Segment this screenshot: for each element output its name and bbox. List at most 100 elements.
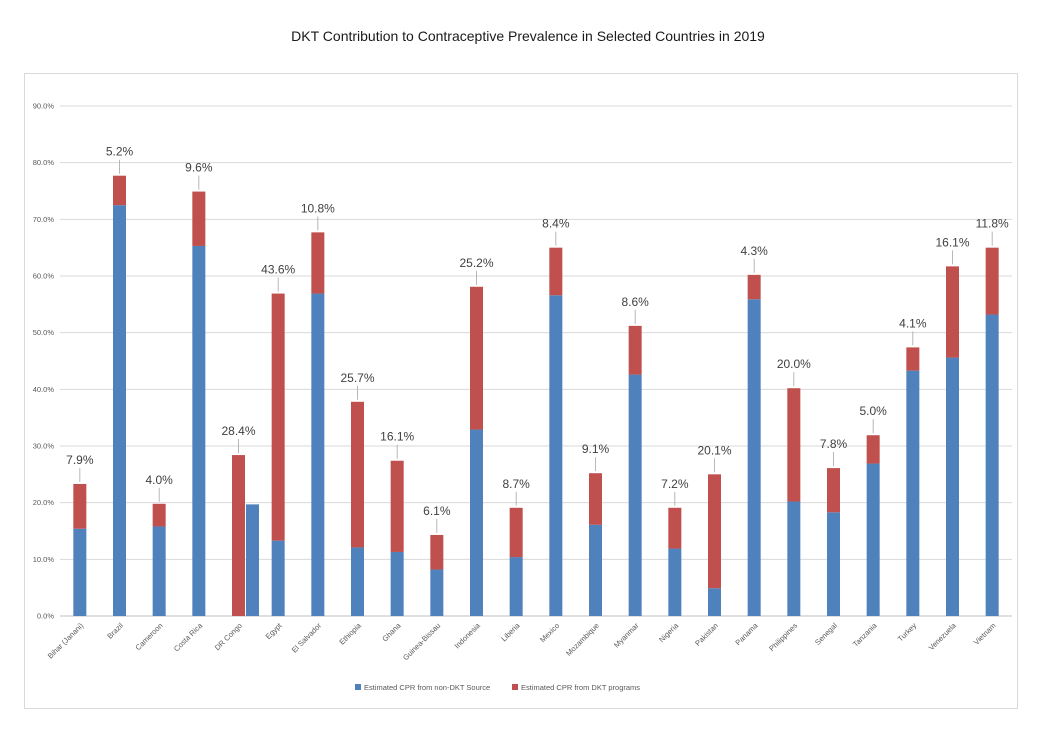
bar-non-dkt	[747, 299, 761, 616]
bar-non-dkt	[113, 205, 126, 616]
x-tick-label: Mozambique	[564, 621, 601, 658]
bar-non-dkt	[827, 512, 840, 616]
bar-dkt	[470, 286, 483, 430]
y-tick-label: 90.0%	[33, 102, 55, 111]
x-tick-label: DR Congo	[213, 621, 244, 652]
y-axis-ticks: 0.0% 10.0% 20.0% 30.0% 40.0% 50.0% 60.0% 70.0% 8…	[33, 102, 55, 621]
bar-dkt	[430, 534, 444, 570]
x-tick-label: Vietnam	[972, 621, 998, 647]
bar-dkt	[827, 468, 840, 513]
data-label: 7.9%	[66, 453, 94, 467]
bar-non-dkt	[946, 357, 959, 616]
data-label: 5.2%	[106, 145, 134, 159]
bar-non-dkt	[549, 295, 563, 616]
bar-non-dkt	[866, 463, 880, 616]
bar-non-dkt	[311, 293, 325, 616]
plot-frame	[24, 73, 1018, 709]
y-tick-label: 60.0%	[33, 272, 55, 281]
x-tick-label: Nigeria	[657, 620, 681, 644]
bar-non-dkt	[708, 588, 721, 616]
y-tick-label: 70.0%	[33, 215, 55, 224]
bar-non-dkt	[985, 314, 999, 616]
data-label: 20.1%	[697, 443, 731, 457]
x-tick-label: Egypt	[264, 620, 285, 641]
x-tick-label: Indonesia	[453, 620, 483, 650]
data-label: 11.8%	[976, 217, 1009, 231]
bar-non-dkt	[351, 547, 364, 616]
bar-dkt	[668, 507, 682, 549]
data-label: 43.6%	[261, 263, 295, 277]
bar-non-dkt	[390, 551, 404, 616]
data-label: 4.0%	[145, 473, 173, 487]
bar-dkt	[113, 175, 126, 206]
bar-non-dkt	[152, 526, 166, 616]
data-label: 9.1%	[582, 442, 610, 456]
x-tick-label: Ghana	[380, 620, 403, 643]
bar-non-dkt	[628, 374, 642, 616]
data-label: 9.6%	[185, 161, 213, 175]
legend-swatch	[512, 684, 518, 690]
legend-label: Estimated CPR from DKT programs	[521, 683, 640, 692]
x-tick-label: Bihar (Janani)	[46, 621, 86, 661]
bar-dkt	[628, 325, 642, 375]
x-tick-label: Brazil	[105, 621, 125, 641]
bar-non-dkt	[73, 528, 87, 616]
chart-title: DKT Contribution to Contraceptive Preval…	[291, 28, 765, 44]
x-tick-label: Cameroon	[133, 621, 164, 652]
bar-dkt	[708, 474, 721, 589]
data-label: 7.8%	[820, 437, 848, 451]
legend-swatch	[355, 684, 361, 690]
y-tick-label: 50.0%	[33, 328, 55, 337]
y-tick-label: 30.0%	[33, 442, 55, 451]
bar-non-dkt	[589, 524, 602, 616]
bar-dkt	[787, 388, 801, 502]
bar-dkt	[152, 503, 166, 527]
data-label: 16.1%	[380, 430, 414, 444]
x-axis-ticks: Bihar (Janani) Brazil Cameroon Costa Rica DR…	[46, 620, 998, 662]
data-label: 20.0%	[777, 357, 811, 371]
x-tick-label: Costa Rica	[172, 620, 205, 653]
data-label: 7.2%	[661, 477, 689, 491]
legend-label: Estimated CPR from non-DKT Source	[364, 683, 490, 692]
x-tick-label: Liberia	[499, 620, 522, 643]
bar-dkt	[390, 460, 404, 552]
x-tick-label: El Salvador	[290, 621, 324, 655]
y-tick-label: 20.0%	[33, 498, 55, 507]
x-tick-label: Guinea-Bissau	[401, 621, 442, 662]
bar-dkt	[946, 266, 959, 358]
data-label: 28.4%	[221, 424, 255, 438]
y-tick-label: 80.0%	[33, 158, 55, 167]
bar-non-dkt	[906, 370, 920, 616]
bar-dkt	[509, 507, 523, 558]
bar-non-dkt	[668, 548, 682, 616]
data-label: 8.6%	[621, 295, 649, 309]
bar-dkt	[747, 274, 761, 300]
bar-dkt	[192, 191, 206, 246]
x-tick-label: Panama	[733, 620, 760, 647]
bar-non-dkt	[192, 245, 206, 616]
y-tick-label: 0.0%	[37, 612, 54, 621]
x-tick-label: Senegal	[813, 621, 839, 647]
data-label: 25.2%	[459, 256, 493, 270]
bar-non-dkt-extra	[246, 504, 259, 616]
x-tick-label: Mexico	[538, 621, 561, 644]
bar-non-dkt	[509, 557, 523, 616]
x-tick-label: Tanzania	[851, 620, 879, 648]
bars	[73, 175, 999, 616]
bar-dkt	[866, 435, 880, 464]
bar-non-dkt	[787, 501, 801, 616]
data-label: 25.7%	[340, 371, 374, 385]
bar-dkt	[549, 247, 563, 296]
x-tick-label: Ethiopia	[337, 620, 363, 646]
bar-dkt	[311, 232, 325, 294]
bar-dkt	[271, 293, 285, 541]
data-label: 8.7%	[502, 477, 530, 491]
x-tick-label: Turkey	[896, 621, 919, 644]
data-label: 4.1%	[899, 316, 927, 330]
bar-non-dkt	[430, 569, 444, 616]
gridlines	[60, 105, 1012, 617]
x-tick-label: Venezuela	[927, 620, 959, 652]
bar-dkt	[73, 483, 87, 529]
x-tick-label: Philippines	[767, 621, 799, 653]
